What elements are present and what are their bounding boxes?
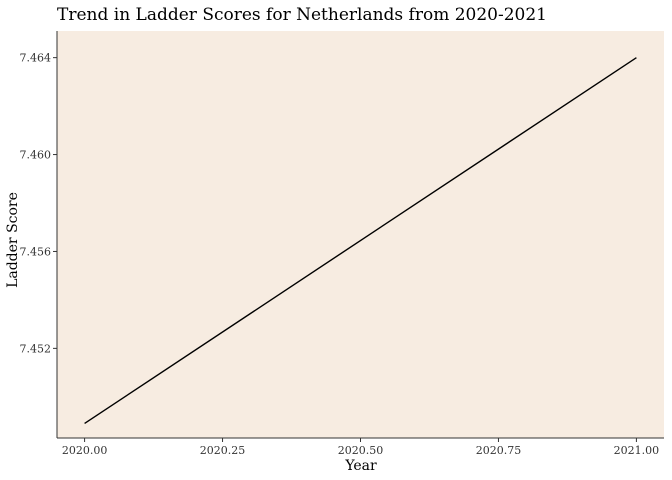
x-axis-title: Year	[344, 458, 377, 474]
plot-panel	[57, 31, 664, 438]
y-tick-label: 7.464	[20, 52, 52, 65]
y-axis-title: Ladder Score	[5, 192, 21, 288]
x-axis: 2020.00 2020.25 2020.50 2020.75 2021.00	[57, 437, 664, 457]
x-tick-label: 2020.75	[476, 444, 522, 457]
y-tick-label: 7.460	[20, 149, 52, 162]
y-tick-label: 7.452	[20, 342, 52, 355]
x-tick-label: 2021.00	[614, 444, 660, 457]
series-lines	[84, 57, 637, 425]
series-line-0	[84, 57, 637, 425]
x-tick-label: 2020.50	[338, 444, 384, 457]
x-tick-label: 2020.00	[62, 444, 108, 457]
y-tick-label: 7.456	[20, 245, 52, 258]
y-axis: 7.452 7.456 7.460 7.464	[20, 31, 58, 438]
chart-title: Trend in Ladder Scores for Netherlands f…	[57, 5, 547, 25]
x-tick-label: 2020.25	[200, 444, 246, 457]
